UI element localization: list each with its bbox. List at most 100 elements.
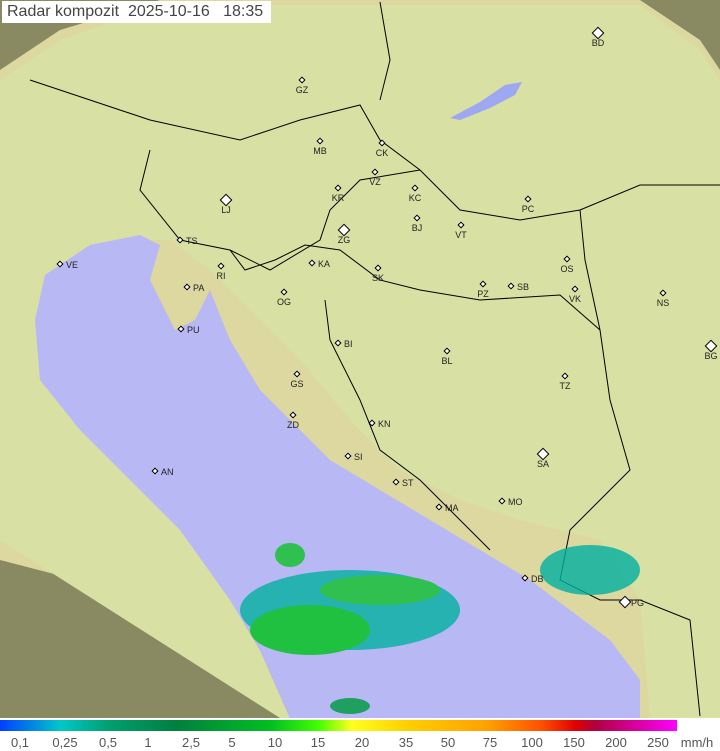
city-label-pu: PU	[187, 325, 200, 335]
city-marker	[457, 221, 465, 229]
city-marker	[524, 195, 532, 203]
city-label-si: SI	[354, 452, 363, 462]
city-marker	[344, 452, 352, 460]
city-marker	[498, 497, 506, 505]
city-label-ri: RI	[217, 271, 226, 281]
city-marker	[536, 447, 550, 461]
city-label-pc: PC	[522, 204, 535, 214]
city-label-ns: NS	[657, 298, 670, 308]
city-marker	[308, 259, 316, 267]
time-text: 18:35	[223, 3, 264, 20]
city-label-vt: VT	[455, 230, 467, 240]
city-marker	[368, 419, 376, 427]
city-label-tz: TZ	[560, 381, 571, 391]
city-label-mo: MO	[508, 497, 523, 507]
legend-tick: 200	[605, 735, 627, 750]
legend-tick: 75	[482, 735, 498, 750]
city-label-vz: VZ	[369, 177, 381, 187]
city-marker	[571, 285, 579, 293]
city-label-sb: SB	[517, 282, 529, 292]
city-label-ts: TS	[186, 236, 198, 246]
land-north	[0, 5, 720, 718]
city-label-os: OS	[560, 264, 573, 274]
city-label-sa: SA	[537, 459, 549, 469]
city-marker	[479, 280, 487, 288]
city-marker	[298, 76, 306, 84]
city-marker	[704, 339, 718, 353]
city-marker	[563, 255, 571, 263]
legend-tick: 0,25	[52, 735, 78, 750]
city-marker	[337, 223, 351, 237]
city-marker	[176, 236, 184, 244]
city-label-db: DB	[531, 574, 544, 584]
city-label-ma: MA	[445, 503, 459, 513]
legend-tick: 10	[267, 735, 283, 750]
city-label-ck: CK	[376, 148, 389, 158]
city-label-vk: VK	[569, 294, 581, 304]
legend-tick: 0,5	[98, 735, 118, 750]
city-marker	[521, 574, 529, 582]
legend-ticks: 0,1 0,25 0,5 1 2,5 5 10 15 20 35 50 75 100 150 200 250 m…	[0, 735, 720, 751]
city-label-mb: MB	[313, 146, 327, 156]
city-marker	[378, 139, 386, 147]
city-label-kn: KN	[378, 419, 391, 429]
city-label-og: OG	[277, 297, 291, 307]
city-label-bj: BJ	[412, 223, 423, 233]
city-label-kr: KR	[332, 193, 345, 203]
city-marker	[561, 372, 569, 380]
city-marker	[618, 595, 632, 609]
city-label-bi: BI	[344, 339, 353, 349]
city-label-pz: PZ	[477, 289, 489, 299]
legend-tick: 15	[310, 735, 326, 750]
city-marker	[411, 184, 419, 192]
city-marker	[151, 467, 159, 475]
city-marker	[293, 370, 301, 378]
city-marker	[591, 26, 605, 40]
city-label-bg: BG	[704, 351, 717, 361]
legend-tick: 50	[440, 735, 456, 750]
city-marker	[371, 168, 379, 176]
lake-balaton	[450, 82, 522, 120]
city-label-ve: VE	[66, 260, 78, 270]
radar-map[interactable]: GZ BD MB CK VZ KR KC PC LJ ZG BJ VT TS VE KA SK OS RI PA OG…	[0, 0, 720, 718]
legend-tick: 250	[647, 735, 669, 750]
city-marker	[413, 214, 421, 222]
city-marker	[183, 283, 191, 291]
city-label-bd: BD	[592, 38, 605, 48]
legend-tick: 20	[354, 735, 370, 750]
city-label-ka: KA	[318, 259, 330, 269]
legend-tick: 2,5	[181, 735, 201, 750]
legend-tick: 100	[521, 735, 543, 750]
precipitation	[240, 543, 640, 714]
city-marker	[659, 289, 667, 297]
city-label-an: AN	[161, 467, 174, 477]
city-marker	[507, 282, 515, 290]
city-marker	[392, 478, 400, 486]
legend-tick: 150	[563, 735, 585, 750]
title-text: Radar kompozit	[7, 3, 120, 20]
city-label-zg: ZG	[338, 235, 351, 245]
city-label-zd: ZD	[287, 420, 299, 430]
city-markers: GZ BD MB CK VZ KR KC PC LJ ZG BJ VT TS VE KA SK OS RI PA OG…	[56, 26, 718, 609]
legend-unit: mm/h	[680, 735, 714, 750]
date-text: 2025-10-16	[127, 3, 210, 20]
city-marker	[443, 347, 451, 355]
city-label-gs: GS	[290, 379, 303, 389]
city-label-pa: PA	[193, 283, 204, 293]
borders	[29, 1, 720, 717]
city-marker	[217, 262, 225, 270]
city-marker	[289, 411, 297, 419]
sea	[35, 235, 640, 718]
city-label-bl: BL	[441, 356, 452, 366]
legend-tick: 5	[228, 735, 236, 750]
city-label-kc: KC	[409, 193, 422, 203]
city-marker	[56, 260, 64, 268]
legend-tick: 35	[398, 735, 414, 750]
city-marker	[316, 137, 324, 145]
precipitation-color-scale	[0, 720, 677, 731]
city-label-gz: GZ	[296, 85, 309, 95]
city-label-pg: PG	[631, 598, 644, 608]
city-marker	[334, 184, 342, 192]
city-label-sk: SK	[372, 273, 384, 283]
map-title: Radar kompozit 2025-10-16 18:35	[2, 1, 272, 23]
